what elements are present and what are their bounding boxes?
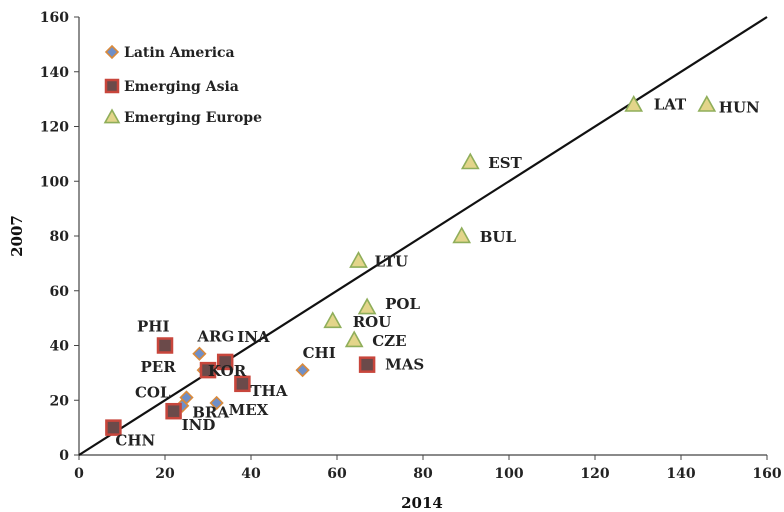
legend-marker-triangle	[103, 108, 121, 124]
point-ina	[216, 353, 234, 371]
x-tick-label: 100	[494, 466, 523, 482]
y-tick-label: 80	[50, 229, 70, 245]
point-lat	[624, 94, 644, 112]
x-tick-label: 160	[752, 466, 781, 482]
y-tick-label: 20	[50, 393, 70, 409]
point-phi	[156, 337, 174, 354]
point-label-col: COL	[135, 384, 171, 402]
point-label-rou: ROU	[353, 313, 392, 331]
point-label-ltu: LTU	[375, 253, 409, 271]
point-label-chn: CHN	[115, 432, 155, 450]
point-label-ina: INA	[237, 328, 270, 346]
x-tick-label: 140	[666, 466, 695, 482]
point-mas	[358, 356, 376, 373]
point-ltu	[349, 250, 368, 268]
point-label-est: EST	[488, 154, 522, 172]
point-ind	[165, 402, 182, 420]
legend-marker-diamond	[104, 44, 120, 60]
point-label-kor: KOR	[208, 362, 247, 380]
legend-label: Emerging Asia	[124, 79, 239, 95]
legend: Latin America Emerging Asia Emerging Europ…	[103, 44, 262, 126]
data-points	[105, 94, 717, 436]
tick-labels: 0 20 40 60 80 100 120 140 160 0 20 40 60 80 100 120 140 1…	[40, 10, 782, 482]
point-rou	[323, 311, 343, 329]
point-label-bra: BRA	[192, 404, 229, 422]
y-tick-label: 0	[59, 448, 69, 464]
point-est	[460, 152, 480, 170]
point-hun	[697, 94, 717, 112]
point-label-arg: ARG	[196, 328, 234, 346]
point-chi	[295, 363, 310, 378]
x-tick-label: 80	[413, 466, 433, 482]
point-arg	[192, 346, 207, 361]
point-label-lat: LAT	[654, 96, 687, 114]
y-tick-label: 40	[50, 339, 70, 355]
x-tick-label: 40	[241, 466, 261, 482]
x-tick-label: 60	[327, 466, 347, 482]
point-label-per: PER	[141, 358, 177, 376]
point-label-mex: MEX	[229, 401, 269, 419]
x-tick-label: 0	[74, 466, 84, 482]
y-tick-label: 120	[40, 120, 69, 136]
legend-marker-square	[104, 78, 120, 94]
point-label-ind: IND	[182, 416, 216, 434]
y-tick-label: 60	[50, 284, 70, 300]
point-pol	[357, 297, 377, 315]
point-bul	[452, 226, 472, 244]
legend-label: Emerging Europe	[124, 110, 262, 126]
y-tick-label: 140	[40, 65, 69, 81]
x-axis-title: 2014	[401, 494, 443, 512]
point-mex	[209, 395, 224, 411]
point-tha	[234, 375, 251, 393]
point-label-pol: POL	[385, 295, 420, 313]
axes	[74, 16, 768, 460]
point-label-cze: CZE	[372, 332, 406, 350]
y-tick-label: 100	[40, 174, 69, 190]
point-cze	[344, 330, 364, 348]
point-label-hun: HUN	[719, 99, 760, 117]
point-label-phi: PHI	[137, 318, 169, 336]
point-label-tha: THA	[250, 382, 287, 400]
point-label-chi: CHI	[303, 344, 336, 362]
point-kor	[199, 361, 217, 379]
point-label-bul: BUL	[480, 228, 517, 246]
reference-line-45deg	[78, 16, 768, 456]
x-tick-label: 20	[155, 466, 175, 482]
x-tick-label: 120	[580, 466, 609, 482]
y-axis-title: 2007	[8, 215, 26, 257]
y-tick-label: 160	[40, 10, 69, 26]
point-label-mas: MAS	[385, 356, 424, 374]
point-chn	[105, 419, 122, 436]
legend-label: Latin America	[124, 45, 235, 61]
